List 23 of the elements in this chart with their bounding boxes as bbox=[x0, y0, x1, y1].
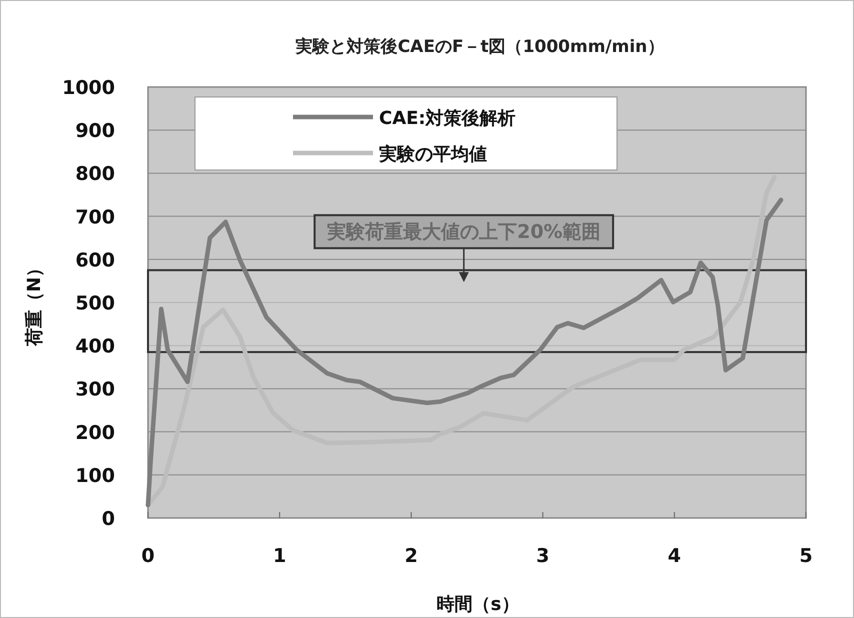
y-tick-label: 0 bbox=[102, 508, 115, 530]
y-axis-title: 荷重（N） bbox=[24, 258, 45, 348]
y-tick-label: 400 bbox=[75, 336, 115, 358]
x-tick-label: 2 bbox=[404, 545, 418, 567]
x-axis-title: 時間（s） bbox=[436, 594, 520, 615]
y-tick-label: 100 bbox=[75, 464, 115, 487]
y-tick-label: 800 bbox=[75, 163, 115, 186]
chart-title: 実験と対策後CAEのF－t図（1000mm/min） bbox=[294, 37, 664, 57]
x-tick-label: 4 bbox=[668, 545, 682, 567]
x-tick-label: 3 bbox=[536, 545, 550, 567]
band-label: 実験荷重最大値の上下20%範囲 bbox=[326, 221, 601, 244]
x-tick-label: 1 bbox=[272, 545, 286, 567]
y-tick-label: 600 bbox=[75, 249, 115, 272]
x-tick-label: 0 bbox=[141, 545, 155, 567]
y-tick-label: 200 bbox=[75, 422, 115, 444]
y-tick-label: 1000 bbox=[62, 77, 115, 99]
y-tick-label: 500 bbox=[75, 292, 115, 314]
legend-label: CAE:対策後解析 bbox=[379, 108, 516, 129]
x-tick-label: 5 bbox=[799, 545, 813, 567]
legend-label: 実験の平均値 bbox=[378, 144, 487, 165]
y-tick-label: 700 bbox=[75, 206, 115, 228]
y-tick-label: 900 bbox=[75, 120, 115, 142]
y-tick-label: 300 bbox=[75, 378, 115, 401]
